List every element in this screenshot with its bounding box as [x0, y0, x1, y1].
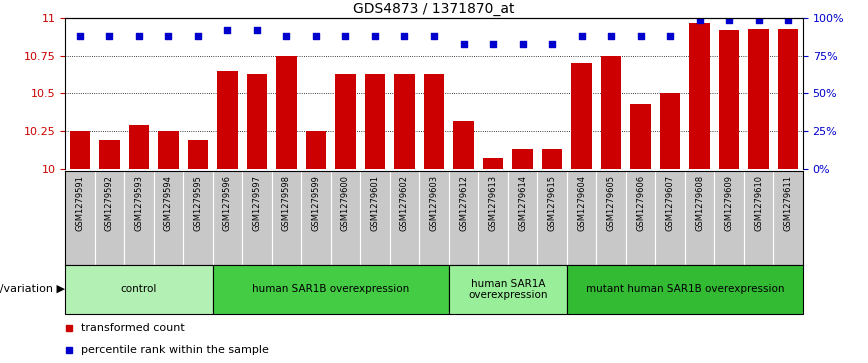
Text: GSM1279614: GSM1279614 [518, 175, 527, 231]
Point [161, 33, 175, 39]
Point [132, 33, 146, 39]
Bar [719, 30, 740, 169]
Bar [99, 140, 120, 169]
Point [102, 33, 116, 39]
Text: transformed count: transformed count [82, 323, 185, 333]
Bar [158, 131, 179, 169]
Bar [217, 71, 238, 169]
Bar [128, 125, 149, 169]
Text: control: control [121, 285, 157, 294]
Point [427, 33, 441, 39]
Point [250, 27, 264, 33]
Text: GSM1279597: GSM1279597 [253, 175, 261, 231]
Point [722, 17, 736, 23]
Bar [276, 56, 297, 169]
Text: GSM1279607: GSM1279607 [666, 175, 674, 232]
Text: genotype/variation ▶: genotype/variation ▶ [0, 285, 65, 294]
Text: GSM1279591: GSM1279591 [76, 175, 84, 231]
Bar [449, 265, 567, 314]
Text: percentile rank within the sample: percentile rank within the sample [82, 345, 269, 355]
Bar [778, 29, 799, 169]
Text: human SAR1A
overexpression: human SAR1A overexpression [468, 279, 548, 300]
Bar [213, 265, 449, 314]
Bar [306, 131, 326, 169]
Text: GSM1279609: GSM1279609 [725, 175, 733, 231]
Point [781, 17, 795, 23]
Text: GSM1279611: GSM1279611 [784, 175, 792, 231]
Point [457, 41, 470, 47]
Bar [601, 56, 621, 169]
Text: GSM1279594: GSM1279594 [164, 175, 173, 231]
Bar [69, 131, 90, 169]
Point [663, 33, 677, 39]
Text: GSM1279612: GSM1279612 [459, 175, 468, 231]
Point [339, 33, 352, 39]
Bar [567, 265, 803, 314]
Text: mutant human SAR1B overexpression: mutant human SAR1B overexpression [586, 285, 784, 294]
Bar [571, 64, 592, 169]
Text: GSM1279601: GSM1279601 [371, 175, 379, 231]
Point [545, 41, 559, 47]
Bar [365, 74, 385, 169]
Text: GSM1279604: GSM1279604 [577, 175, 586, 231]
Bar [247, 74, 267, 169]
Text: GSM1279595: GSM1279595 [194, 175, 202, 231]
Point [486, 41, 500, 47]
Bar [542, 149, 562, 169]
Text: GSM1279603: GSM1279603 [430, 175, 438, 232]
Point [634, 33, 648, 39]
Text: GSM1279593: GSM1279593 [135, 175, 143, 231]
Text: GSM1279613: GSM1279613 [489, 175, 497, 232]
Bar [748, 29, 769, 169]
Point [575, 33, 589, 39]
Point [516, 41, 529, 47]
Point [604, 33, 618, 39]
Point [309, 33, 323, 39]
Text: GSM1279600: GSM1279600 [341, 175, 350, 231]
Point [752, 17, 766, 23]
Text: human SAR1B overexpression: human SAR1B overexpression [252, 285, 410, 294]
Point [398, 33, 411, 39]
Text: GSM1279599: GSM1279599 [312, 175, 320, 231]
Text: GSM1279602: GSM1279602 [400, 175, 409, 231]
Bar [187, 140, 208, 169]
Point [220, 27, 234, 33]
Point [693, 17, 707, 23]
Bar [689, 23, 710, 169]
Text: GSM1279606: GSM1279606 [636, 175, 645, 232]
Bar [660, 94, 681, 169]
Text: GSM1279596: GSM1279596 [223, 175, 232, 231]
Text: GSM1279608: GSM1279608 [695, 175, 704, 232]
Text: GSM1279598: GSM1279598 [282, 175, 291, 231]
Point [279, 33, 293, 39]
Bar [335, 74, 356, 169]
Bar [453, 121, 474, 169]
Point [191, 33, 205, 39]
Bar [630, 104, 651, 169]
Text: GSM1279592: GSM1279592 [105, 175, 114, 231]
Bar [512, 149, 533, 169]
Text: GSM1279615: GSM1279615 [548, 175, 556, 231]
Bar [483, 158, 503, 169]
Bar [424, 74, 444, 169]
Text: GSM1279605: GSM1279605 [607, 175, 615, 231]
Bar [65, 265, 213, 314]
Bar [394, 74, 415, 169]
Point [73, 33, 87, 39]
Point [368, 33, 382, 39]
Text: GSM1279610: GSM1279610 [754, 175, 763, 231]
Title: GDS4873 / 1371870_at: GDS4873 / 1371870_at [353, 2, 515, 16]
